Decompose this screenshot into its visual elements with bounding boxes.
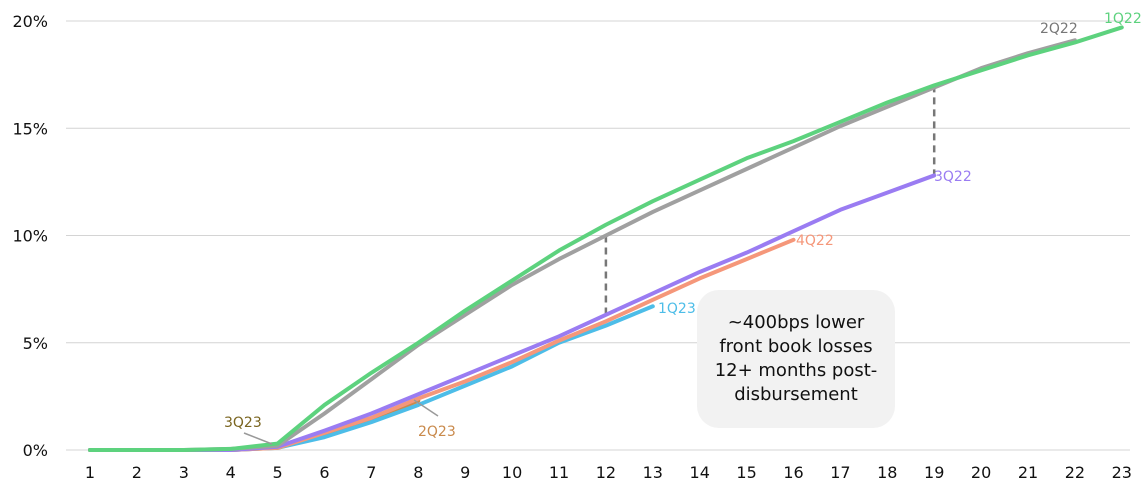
x-tick-label: 4	[226, 463, 236, 482]
x-tick-label: 5	[273, 463, 283, 482]
series-label-3Q23: 3Q23	[224, 415, 262, 431]
x-tick-label: 16	[783, 463, 803, 482]
y-tick-label: 0%	[23, 441, 48, 460]
x-tick-label: 2	[132, 463, 142, 482]
series-label-3Q22: 3Q22	[934, 169, 972, 185]
x-tick-label: 19	[924, 463, 944, 482]
x-tick-label: 17	[830, 463, 850, 482]
x-tick-label: 6	[319, 463, 329, 482]
leader-line-2Q23	[413, 399, 439, 417]
y-tick-label: 15%	[12, 119, 48, 138]
x-tick-label: 9	[460, 463, 470, 482]
x-tick-label: 10	[502, 463, 522, 482]
x-tick-label: 15	[736, 463, 756, 482]
x-tick-label: 11	[549, 463, 569, 482]
series-label-2Q23: 2Q23	[418, 424, 456, 440]
x-tick-label: 20	[971, 463, 991, 482]
x-tick-label: 8	[413, 463, 423, 482]
y-tick-label: 5%	[23, 334, 48, 353]
series-line-2Q22	[88, 38, 1077, 452]
x-tick-label: 1	[85, 463, 95, 482]
y-tick-label: 10%	[12, 227, 48, 246]
series-label-2Q22: 2Q22	[1040, 21, 1078, 37]
series-label-1Q23: 1Q23	[658, 301, 696, 317]
x-tick-label: 3	[179, 463, 189, 482]
x-tick-label: 14	[690, 463, 710, 482]
x-tick-label: 23	[1112, 463, 1132, 482]
y-tick-label: 20%	[12, 12, 48, 31]
x-tick-label: 21	[1018, 463, 1038, 482]
x-tick-label: 18	[877, 463, 897, 482]
series-label-1Q22: 1Q22	[1104, 11, 1142, 27]
leader-line-3Q23	[243, 432, 273, 445]
x-tick-label: 12	[596, 463, 616, 482]
annotation-box: ~400bps lower front book losses 12+ mont…	[697, 290, 895, 428]
annotation-text: ~400bps lower front book losses 12+ mont…	[714, 312, 878, 405]
series-label-4Q22: 4Q22	[796, 233, 834, 249]
series-line-4Q22	[88, 237, 796, 452]
x-tick-label: 13	[643, 463, 663, 482]
x-tick-label: 7	[366, 463, 376, 482]
x-tick-label: 22	[1065, 463, 1085, 482]
series-line-1Q22	[88, 25, 1124, 452]
